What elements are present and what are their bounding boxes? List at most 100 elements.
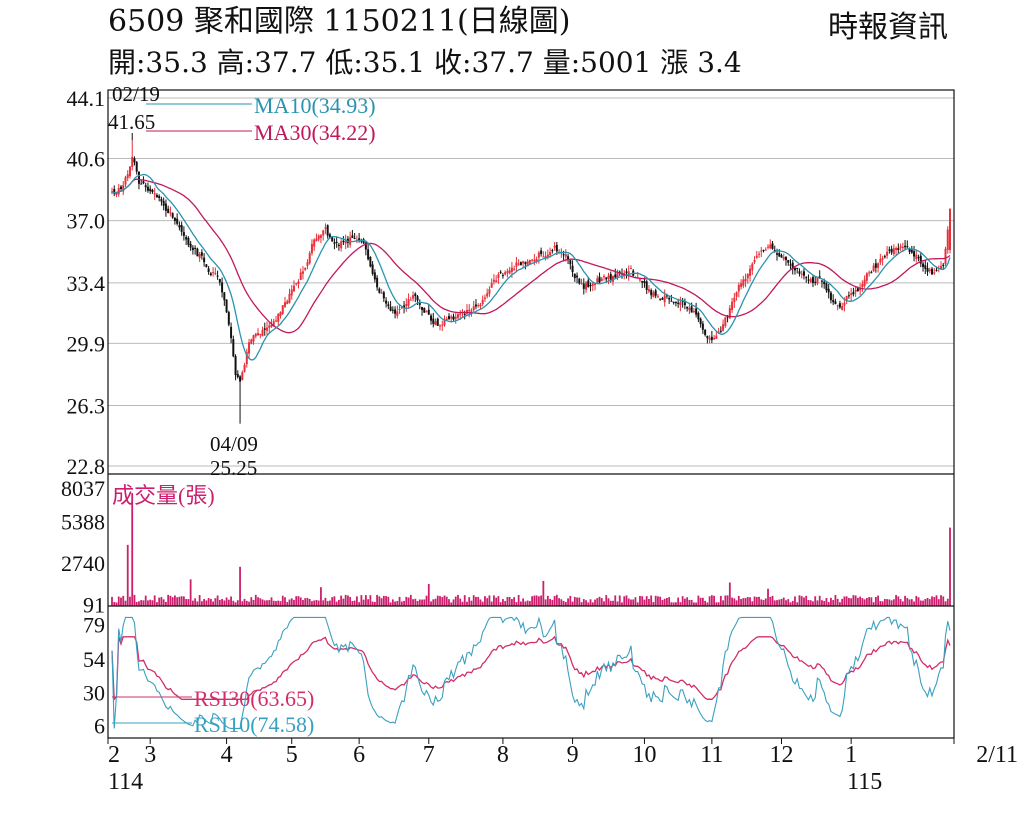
candle-body (800, 273, 803, 275)
volume-bar (259, 598, 262, 606)
candle-body (232, 339, 235, 357)
volume-bar (933, 597, 936, 606)
volume-bar (946, 598, 949, 606)
volume-bar (706, 602, 709, 606)
volume-bar (807, 600, 810, 606)
candle-body (324, 227, 327, 229)
volume-bar (883, 598, 886, 606)
volume-bar (221, 598, 223, 606)
candle-body (834, 301, 837, 304)
volume-bar (865, 597, 868, 606)
candle-body (173, 217, 176, 221)
candle-body (185, 237, 188, 240)
volume-bar (580, 602, 583, 606)
volume-bar (425, 595, 428, 606)
volume-bar (333, 596, 336, 606)
volume-bar (441, 597, 444, 606)
candle-body (668, 297, 671, 300)
volume-bar (760, 599, 763, 606)
candle-body (272, 321, 275, 327)
volume-bar (832, 600, 835, 606)
candle-body (551, 250, 554, 252)
volume-bar (587, 602, 590, 606)
volume-bar (371, 601, 374, 606)
candle-body (663, 295, 666, 303)
candle-body (196, 248, 199, 257)
candle-body (304, 267, 307, 270)
volume-bar (758, 596, 760, 606)
candle-body (679, 301, 682, 306)
candle-body (328, 234, 331, 239)
volume-bar (322, 600, 325, 606)
candle-body (243, 364, 246, 372)
candle-body (158, 195, 161, 199)
volume-bar (457, 594, 459, 606)
volume-bar (645, 596, 648, 606)
volume-bar (448, 599, 450, 606)
candle-body (533, 259, 536, 262)
ohlc-summary: 開:35.3 高:37.7 低:35.1 收:37.7 量:5001 漲 3.4 (108, 46, 742, 79)
volume-bar (724, 595, 727, 606)
volume-bar (477, 596, 480, 606)
volume-bar (207, 598, 210, 606)
candle-body (279, 312, 282, 317)
candle-body (890, 248, 893, 253)
candle-body (897, 248, 900, 251)
volume-bar (506, 597, 509, 606)
candle-body (645, 281, 648, 290)
candle-body (877, 263, 880, 268)
volume-bar (895, 595, 897, 606)
ma10-legend-label: MA10(34.93) (254, 93, 376, 118)
month-tick-label: 4 (221, 742, 233, 768)
candle-body (198, 254, 201, 258)
candle-body (135, 161, 138, 172)
volume-bar (848, 597, 850, 606)
candle-body (578, 278, 581, 284)
volume-bar (654, 595, 657, 606)
candle-body (715, 335, 718, 339)
candle-body (315, 238, 318, 241)
candle-body (814, 281, 817, 283)
volume-bar (560, 599, 563, 606)
candle-body (672, 301, 675, 303)
high-date-label: 02/19 (112, 82, 160, 106)
volume-bar (499, 602, 502, 606)
candle-body (571, 265, 574, 273)
volume-bar (767, 588, 769, 606)
volume-bar (785, 600, 787, 606)
candle-body (257, 333, 260, 336)
candle-body (259, 333, 262, 335)
candle-body (421, 306, 424, 310)
volume-bar (227, 599, 230, 606)
candle-body (677, 302, 680, 304)
candle-body (847, 295, 850, 297)
candle-body (549, 252, 552, 256)
volume-tick-label: 2740 (61, 551, 105, 576)
candle-body (326, 225, 329, 236)
volume-bar (886, 599, 888, 606)
candle-body (879, 258, 882, 263)
volume-bar (937, 599, 940, 606)
volume-bar (358, 602, 361, 606)
candle-body (863, 279, 866, 286)
candle-body (412, 295, 415, 299)
volume-bar (944, 601, 947, 606)
volume-bar (683, 598, 686, 606)
candle-body (434, 321, 437, 326)
candle-body (764, 249, 767, 251)
rsi-tick-label: 30 (83, 680, 105, 705)
candle-body (301, 271, 304, 274)
volume-bar (535, 595, 538, 606)
candle-body (731, 301, 734, 311)
volume-bar (753, 596, 756, 606)
candle-body (483, 297, 486, 299)
source-label: 時報資訊 (828, 10, 948, 45)
volume-bar (468, 597, 471, 606)
candle-body (486, 293, 489, 297)
candle-body (149, 188, 152, 192)
volume-bar (764, 598, 767, 606)
candle-body (535, 259, 538, 262)
candle-body (306, 262, 309, 266)
volume-bar (513, 597, 516, 606)
